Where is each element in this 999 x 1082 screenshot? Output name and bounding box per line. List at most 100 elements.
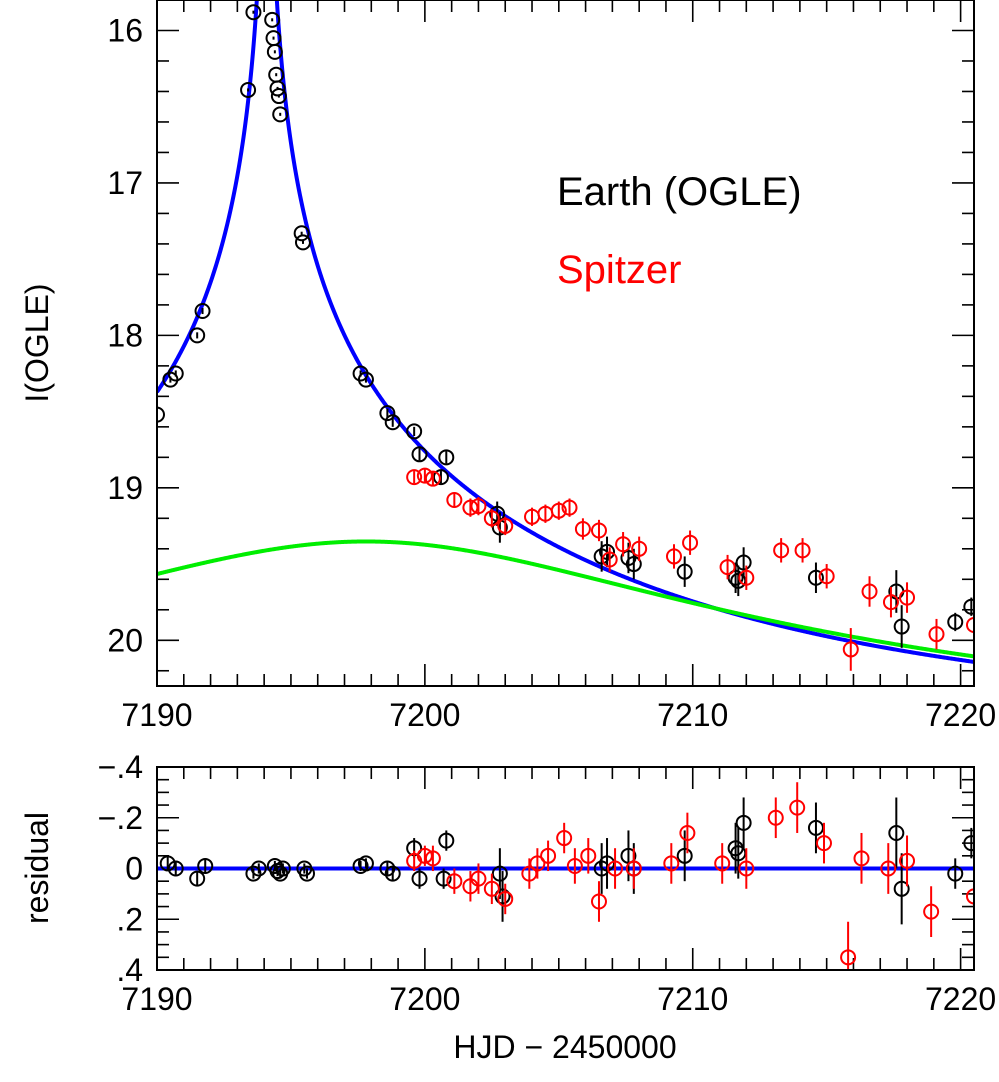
magnitude-y-tick-label: 17: [107, 165, 143, 201]
residual-y-tick-label: .2: [116, 901, 143, 937]
residual-data-point: [357, 855, 374, 872]
magnitude-data-point: [446, 492, 463, 509]
magnitude-data-point: [384, 414, 401, 431]
magnitude-data-point: [899, 589, 916, 606]
residual-data-point: [424, 850, 441, 867]
magnitude-data-point: [240, 81, 257, 98]
residual-data-point: [556, 830, 573, 847]
residual-data-point: [676, 847, 693, 864]
magnitude-data-point: [727, 569, 744, 586]
residual-data-point: [189, 870, 206, 887]
model-curves: [157, 0, 974, 664]
residual-data-point: [714, 855, 731, 872]
residual-data-point: [384, 865, 401, 882]
magnitude-data-point: [966, 617, 974, 634]
residual-data-point: [494, 888, 511, 905]
magnitude-x-tick-label: 7200: [389, 697, 460, 733]
magnitude-data-point: [631, 540, 648, 557]
magnitude-data-point: [735, 554, 752, 571]
residual-panel: 7190 7200 7210 7220 −.4 −.2 0 .2 .4 residual HJD…: [19, 749, 996, 1065]
magnitude-data-point: [599, 543, 616, 560]
residual-data-point: [435, 870, 452, 887]
magnitude-y-tick-label: 18: [107, 317, 143, 353]
y-axis-label-residual: residual: [19, 812, 55, 924]
y-axis-label-magnitude: I(OGLE): [19, 283, 55, 402]
residual-x-tick-label: 7220: [925, 981, 996, 1017]
magnitude-data-point: [266, 43, 283, 60]
residual-data-points: [159, 782, 974, 970]
residual-data-point: [735, 814, 752, 831]
residual-data-point: [197, 857, 214, 874]
residual-panel-frame: [156, 766, 975, 971]
residual-y-tick-label: −.4: [98, 749, 143, 785]
magnitude-panel-ticks: [156, 0, 974, 686]
magnitude-panel: 7190 7200 7210 7220 16 17 18 19 20 I(OGLE) Earth…: [19, 0, 996, 733]
magnitude-data-point: [194, 302, 211, 319]
x-axis-label: HJD − 2450000: [453, 1029, 676, 1065]
residual-data-point: [730, 845, 747, 862]
residual-data-point: [923, 903, 940, 920]
magnitude-data-point: [379, 405, 396, 422]
magnitude-data-point: [432, 469, 449, 486]
magnitude-data-point: [245, 4, 262, 21]
blue-model-curve: [157, 0, 974, 664]
residual-data-point: [566, 857, 583, 874]
magnitude-series-1: [406, 467, 974, 671]
magnitude-data-point: [294, 234, 311, 251]
magnitude-data-point: [462, 499, 479, 516]
residual-data-point: [411, 870, 428, 887]
residual-y-tick-label: .4: [116, 952, 143, 988]
residual-data-point: [853, 850, 870, 867]
magnitude-data-point: [411, 446, 428, 463]
magnitude-data-point: [719, 559, 736, 576]
residual-data-point: [880, 860, 897, 877]
residual-x-tick-label: 7190: [121, 981, 192, 1017]
magnitude-data-point: [842, 641, 859, 658]
magnitude-data-point: [590, 522, 607, 539]
magnitude-data-point: [561, 499, 578, 516]
green-model-curve: [157, 539, 974, 659]
magnitude-data-point: [357, 371, 374, 388]
residual-x-tick-label: 7210: [657, 981, 728, 1017]
magnitude-data-point: [947, 613, 964, 630]
magnitude-data-point: [682, 534, 699, 551]
residual-data-point: [738, 860, 755, 877]
residual-data-point: [274, 860, 291, 877]
residual-data-point: [893, 880, 910, 897]
residual-series-1: [406, 782, 974, 970]
magnitude-data-point: [738, 569, 755, 586]
residual-data-point: [963, 835, 974, 852]
magnitude-data-point: [167, 365, 184, 382]
magnitude-data-point: [264, 11, 281, 28]
residual-data-point: [159, 855, 176, 872]
magnitude-x-tick-label: 7210: [657, 697, 728, 733]
residual-data-point: [663, 855, 680, 872]
residual-x-tick-label: 7200: [389, 981, 460, 1017]
residual-data-point: [483, 880, 500, 897]
magnitude-y-tick-label: 16: [107, 12, 143, 48]
magnitude-data-point: [818, 568, 835, 585]
magnitude-data-point: [928, 626, 945, 643]
residual-y-tick-label: −.2: [98, 800, 143, 836]
magnitude-data-point: [550, 502, 567, 519]
residual-data-point: [966, 888, 974, 905]
residual-data-point: [299, 865, 316, 882]
residual-panel-tick-labels: 7190 7200 7210 7220 −.4 −.2 0 .2 .4: [98, 749, 997, 1017]
magnitude-data-point: [893, 618, 910, 635]
magnitude-data-point: [625, 556, 642, 573]
magnitude-data-point: [794, 542, 811, 559]
legend-earth-ogle: Earth (OGLE): [557, 170, 802, 214]
magnitude-data-point: [424, 470, 441, 487]
magnitude-panel-frame: [156, 0, 975, 687]
magnitude-y-tick-label: 19: [107, 470, 143, 506]
magnitude-data-point: [882, 594, 899, 611]
residual-panel-ticks: [156, 766, 974, 971]
magnitude-data-point: [807, 569, 824, 586]
residual-data-point: [888, 824, 905, 841]
magnitude-data-point: [574, 520, 591, 537]
residual-data-point: [250, 860, 267, 877]
residual-data-point: [245, 865, 262, 882]
magnitude-data-point: [730, 572, 747, 589]
residual-data-point: [438, 832, 455, 849]
magnitude-x-tick-label: 7190: [121, 697, 192, 733]
